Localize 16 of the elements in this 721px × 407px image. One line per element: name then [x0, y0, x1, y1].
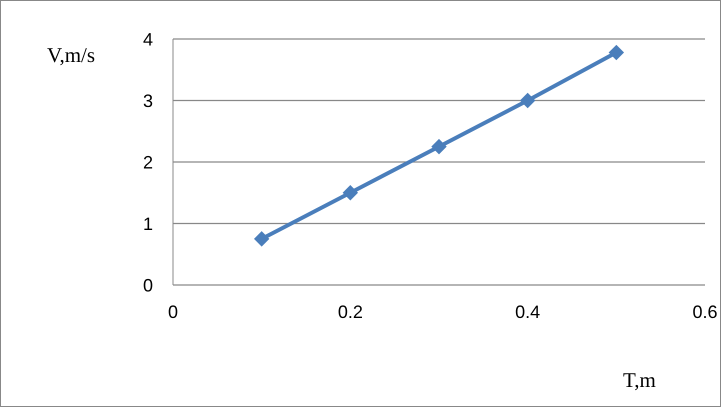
y-axis-title: V,m/s	[47, 43, 96, 68]
point	[520, 93, 536, 108]
x-tick-label: 0.2	[338, 302, 363, 322]
point	[608, 45, 624, 60]
y-tick-label: 0	[142, 275, 153, 296]
y-tick-label: 4	[142, 29, 153, 50]
x-axis-title: T,m	[623, 368, 656, 393]
y-tick-label: 1	[142, 214, 153, 234]
point	[432, 139, 446, 154]
point	[342, 185, 358, 200]
x-tick-label: 0.6	[692, 302, 718, 322]
y-tick-label: 2	[142, 152, 153, 172]
y-tick-label: 3	[142, 90, 153, 111]
x-tick-label: 0.4	[515, 302, 540, 322]
x-tick-label: 0	[168, 302, 178, 322]
point	[254, 231, 270, 246]
